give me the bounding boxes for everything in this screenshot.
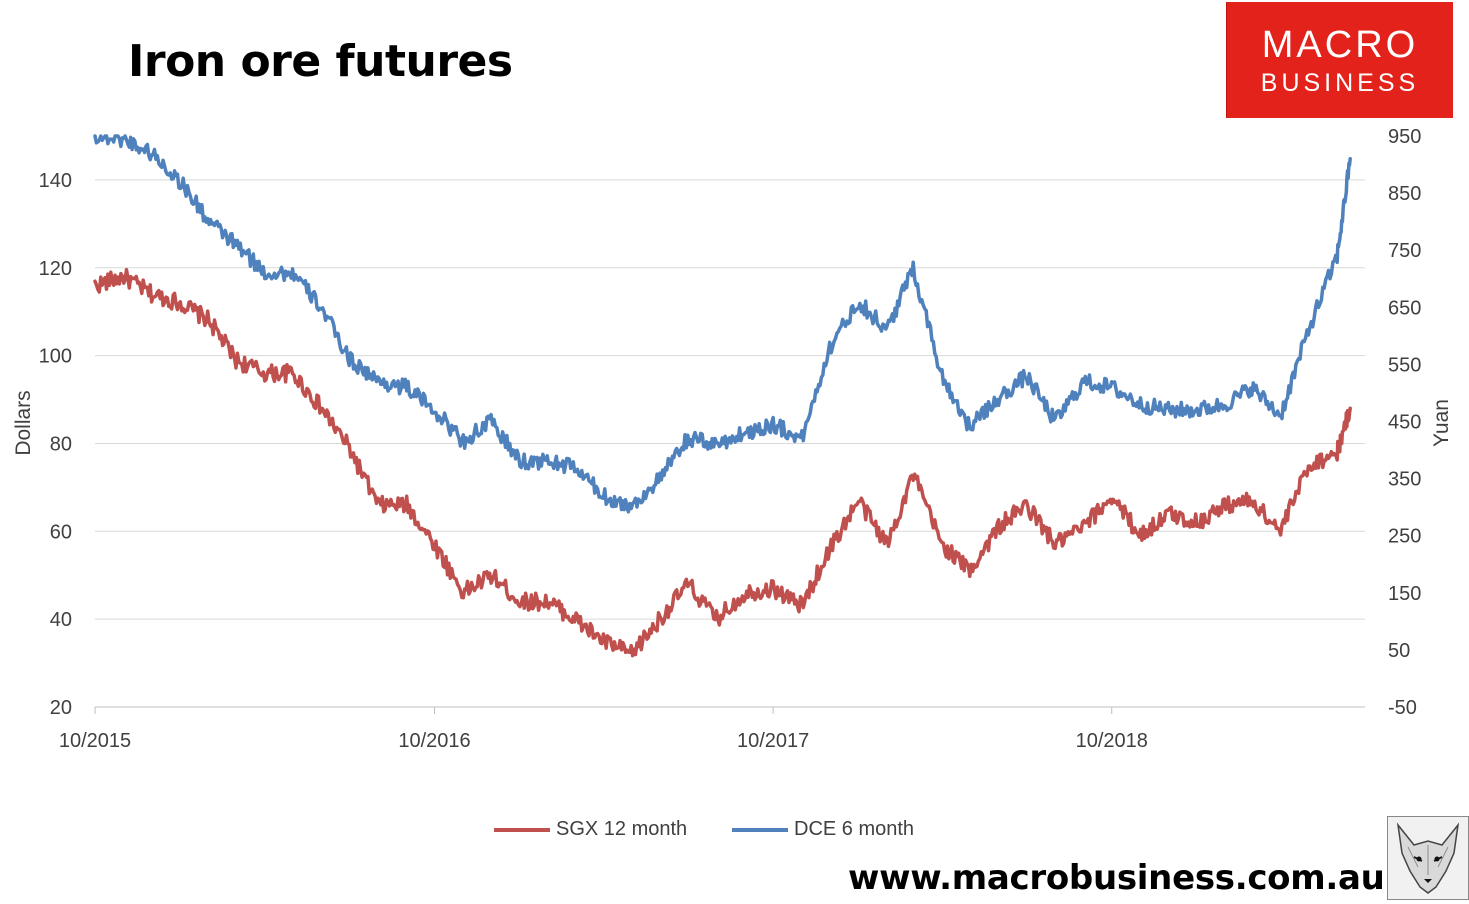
y2-tick-label: 750: [1388, 240, 1421, 262]
y2-axis-label: Yuan: [1430, 399, 1453, 447]
y2-tick-label: 50: [1388, 640, 1410, 662]
legend-item-sgx: SGX 12 month: [494, 818, 687, 841]
y2-tick-label: 850: [1388, 183, 1421, 205]
website-url: www.macrobusiness.com.au: [848, 858, 1385, 898]
x-tick-label: 10/2015: [59, 730, 131, 752]
y-axis-label: Dollars: [12, 390, 35, 455]
legend-label-sgx: SGX 12 month: [556, 818, 688, 840]
y2-tick-label: 650: [1388, 297, 1421, 319]
legend-swatch-sgx: [494, 827, 550, 832]
series-line-sgx: [93, 267, 1352, 658]
macrobusiness-logo: MACRO BUSINESS: [1226, 2, 1453, 118]
fox-logo-icon: [1387, 816, 1469, 900]
x-tick-label: 10/2018: [1076, 730, 1148, 752]
right-axis-ticks: -50 50 150 250 350 450 550 650 750 850 950: [1388, 126, 1421, 719]
logo-text-macro: MACRO: [1261, 24, 1419, 66]
series-line-dce: [93, 134, 1352, 514]
y-tick-label: 80: [50, 433, 72, 455]
y2-tick-label: 450: [1388, 412, 1421, 434]
y-tick-label: 140: [39, 170, 72, 192]
y-tick-label: 60: [50, 521, 72, 543]
x-axis-ticks: 10/2015 10/2016 10/2017 10/2018: [59, 707, 1148, 752]
y2-tick-label: 350: [1388, 469, 1421, 491]
y2-tick-label: 950: [1388, 126, 1421, 148]
legend-label-dce: DCE 6 month: [794, 818, 915, 840]
logo-text-business: BUSINESS: [1260, 69, 1420, 97]
y-tick-label: 40: [50, 609, 72, 631]
x-tick-label: 10/2017: [737, 730, 809, 752]
series-lines: [93, 134, 1352, 658]
y2-tick-label: -50: [1388, 697, 1417, 719]
y2-tick-label: 250: [1388, 526, 1421, 548]
x-tick-label: 10/2016: [398, 730, 470, 752]
y-tick-label: 100: [39, 346, 72, 368]
chart-title: Iron ore futures: [128, 36, 513, 87]
legend-item-dce: DCE 6 month: [732, 818, 914, 841]
y-tick-label: 20: [50, 697, 72, 719]
legend-swatch-dce: [732, 827, 788, 832]
left-axis-ticks: 20 40 60 80 100 120 140: [39, 170, 72, 719]
y2-tick-label: 550: [1388, 354, 1421, 376]
y2-tick-label: 150: [1388, 583, 1421, 605]
y-tick-label: 120: [39, 258, 72, 280]
